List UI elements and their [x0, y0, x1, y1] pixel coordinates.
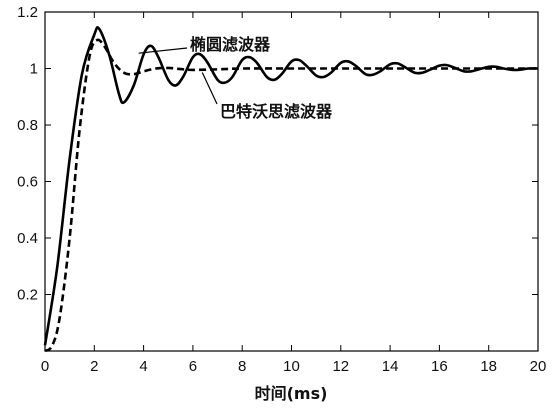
x-tick-label: 20 — [530, 358, 547, 375]
x-axis-title: 时间(ms) — [255, 384, 328, 403]
elliptic-filter-line — [43, 26, 539, 346]
x-tick-label: 10 — [283, 358, 300, 375]
series-lines — [43, 26, 539, 353]
butterworth-filter-line — [44, 38, 538, 353]
x-tick-label: 4 — [139, 358, 147, 375]
x-tick-label: 14 — [382, 358, 399, 375]
elliptic-annotation-label: 椭圆滤波器 — [190, 35, 271, 54]
y-tick-label: 1 — [30, 61, 38, 78]
x-tick-label: 2 — [90, 358, 98, 375]
x-tick-label: 16 — [431, 358, 448, 375]
y-tick-label: 1.2 — [17, 4, 38, 21]
y-tick-label: 0.4 — [17, 230, 38, 247]
elliptic-annotation-leader — [138, 47, 188, 54]
x-tick-labels: 0 2 4 6 8 10 12 14 16 18 20 — [41, 358, 547, 375]
y-tick-labels: 0.2 0.4 0.6 0.8 1 1.2 — [17, 4, 38, 304]
x-tick-label: 8 — [238, 358, 246, 375]
butterworth-annotation-leader — [201, 72, 218, 105]
butterworth-annotation-label: 巴特沃思滤波器 — [220, 102, 333, 121]
axis-ticks — [44, 11, 539, 351]
x-tick-label: 6 — [189, 358, 197, 375]
y-tick-label: 0.8 — [17, 117, 38, 134]
x-tick-label: 0 — [41, 358, 49, 375]
y-tick-label: 0.6 — [17, 174, 38, 191]
x-tick-label: 12 — [332, 358, 349, 375]
x-tick-label: 18 — [480, 358, 497, 375]
y-tick-label: 0.2 — [17, 287, 38, 304]
